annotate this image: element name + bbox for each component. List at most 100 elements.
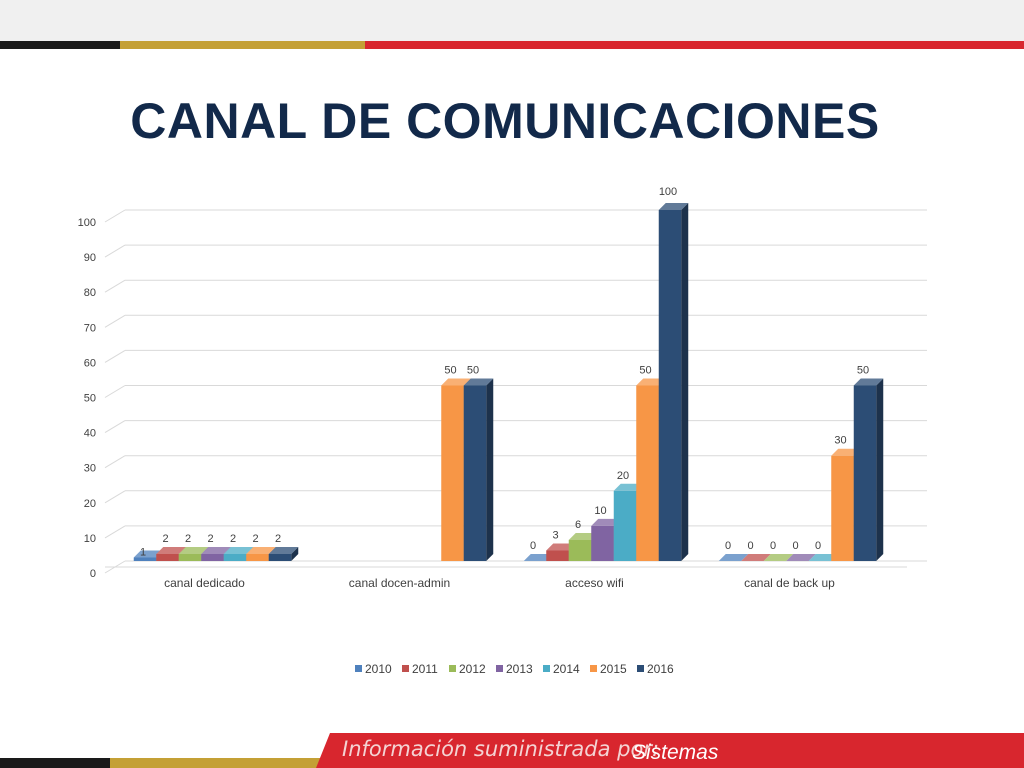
bar-front: [853, 385, 877, 561]
bar-top: [546, 543, 576, 551]
data-label: 2: [230, 533, 236, 545]
footer-source-value: Sistemas: [632, 741, 719, 764]
legend-label: 2015: [600, 662, 627, 676]
header-stripe-gold: [120, 41, 365, 49]
legend-label: 2016: [647, 662, 674, 676]
data-label: 30: [834, 435, 846, 447]
bar-front: [133, 557, 157, 561]
category-label: canal de back up: [744, 576, 835, 590]
footer-band: [316, 733, 1024, 768]
legend-label: 2014: [553, 662, 580, 676]
legend-swatch: [402, 665, 409, 672]
bar-front: [201, 553, 224, 561]
bar-top: [786, 554, 816, 561]
legend-label: 2010: [365, 662, 392, 676]
category-label: canal docen-admin: [349, 576, 450, 590]
y-tick-label: 90: [84, 252, 96, 264]
y-tick-label: 60: [84, 357, 96, 369]
bar-front: [268, 553, 292, 561]
gridline-side: [104, 244, 126, 258]
header-stripe-red: [365, 41, 1024, 49]
bar-top: [178, 546, 209, 554]
bar-top: [523, 554, 554, 561]
legend-swatch: [543, 665, 550, 672]
bar-top: [636, 378, 666, 386]
data-label: 0: [770, 540, 776, 552]
data-label: 2: [185, 533, 191, 545]
data-label: 50: [639, 365, 651, 377]
legend-swatch: [496, 665, 503, 672]
bar-top: [763, 554, 794, 561]
legend-label: 2013: [506, 662, 533, 676]
bar-front: [636, 385, 659, 561]
y-tick-label: 0: [90, 568, 96, 580]
data-label: 10: [594, 505, 606, 517]
bar-front: [463, 385, 487, 561]
bar-side: [486, 378, 494, 561]
legend-label: 2012: [459, 662, 486, 676]
legend-swatch: [355, 665, 362, 672]
bar-top: [201, 546, 231, 554]
bar-top: [133, 550, 164, 558]
y-tick-label: 20: [84, 498, 96, 510]
bar-front: [546, 550, 569, 561]
bar-top: [718, 554, 749, 561]
data-label: 3: [552, 529, 558, 541]
y-tick-label: 40: [84, 428, 96, 440]
bar-top: [808, 554, 839, 561]
bar-front: [831, 455, 854, 561]
y-tick-label: 10: [84, 533, 96, 545]
bar-front: [223, 553, 247, 561]
bar-top: [658, 203, 689, 210]
data-label: 20: [617, 470, 629, 482]
bar-top: [741, 554, 771, 561]
bar-side: [291, 546, 299, 561]
gridline-side: [104, 279, 126, 293]
data-label: 0: [792, 540, 798, 552]
bar-front: [591, 525, 614, 561]
y-tick-label: 100: [78, 217, 96, 229]
header-stripe-black: [0, 41, 120, 49]
data-label: 50: [444, 365, 456, 377]
data-label: 2: [275, 533, 281, 545]
bar-top: [568, 532, 599, 540]
bar-top: [223, 546, 254, 554]
bar-top: [831, 448, 861, 456]
gridline-side: [104, 314, 126, 328]
data-label: 2: [207, 533, 213, 545]
y-tick-label: 30: [84, 463, 96, 475]
footer-source-label: Información suministrada por:: [342, 737, 660, 761]
bar-top: [246, 546, 276, 554]
data-label: 6: [575, 519, 581, 531]
gridline-side: [104, 455, 126, 469]
gridline-side: [104, 420, 126, 434]
y-tick-label: 80: [84, 287, 96, 299]
gridline-side: [104, 490, 126, 504]
category-label: acceso wifi: [565, 576, 624, 590]
data-label: 0: [815, 540, 821, 552]
gridline-side: [104, 349, 126, 363]
legend-label: 2011: [412, 662, 438, 676]
bar-side: [876, 378, 884, 561]
legend-swatch: [590, 665, 597, 672]
data-label: 50: [467, 365, 479, 377]
bar-front: [156, 553, 179, 561]
header-band: [0, 0, 1024, 41]
bar-side: [681, 203, 689, 561]
gridline-side: [104, 209, 126, 223]
bar-front: [658, 210, 682, 561]
y-tick-label: 70: [84, 322, 96, 334]
data-label: 2: [252, 533, 258, 545]
legend-swatch: [449, 665, 456, 672]
data-label: 0: [725, 540, 731, 552]
bar-front: [613, 490, 637, 561]
data-label: 50: [857, 365, 869, 377]
bar-top: [853, 378, 884, 386]
bar-front: [568, 539, 592, 561]
data-label: 100: [659, 186, 677, 198]
gridline-side: [104, 385, 126, 398]
data-label: 1: [140, 546, 146, 558]
data-label: 0: [747, 540, 753, 552]
bar-top: [268, 546, 299, 554]
